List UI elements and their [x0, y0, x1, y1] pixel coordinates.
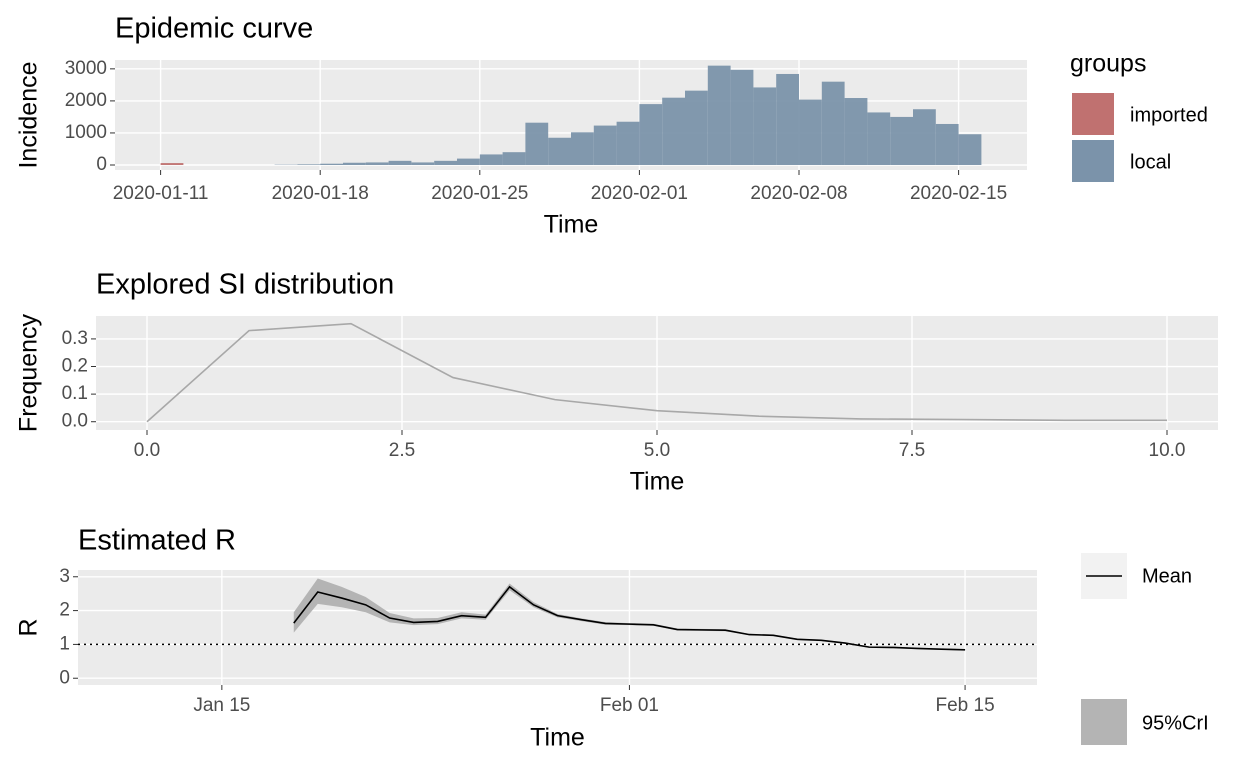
- y-tick-label: 0: [59, 667, 70, 688]
- legend-title: groups: [1070, 50, 1146, 78]
- bar: [958, 134, 982, 165]
- bar: [320, 163, 343, 165]
- x-tick-label: 0.0: [134, 440, 160, 461]
- y-axis-title: R: [15, 618, 43, 636]
- x-tick-label: Feb 15: [935, 695, 994, 716]
- bar: [935, 123, 959, 165]
- x-tick-label: Jan 15: [193, 695, 250, 716]
- chart-title: Estimated R: [78, 525, 236, 557]
- bar: [434, 160, 457, 165]
- x-tick-label: 2020-01-11: [113, 183, 209, 204]
- y-tick-label: 0.0: [62, 411, 88, 432]
- bar: [548, 137, 571, 165]
- line: [146, 322, 1167, 423]
- bar: [776, 73, 799, 165]
- y-tick-label: 0.1: [62, 383, 88, 404]
- y-axis-title: Incidence: [15, 61, 43, 168]
- bar: [297, 164, 321, 165]
- bar: [388, 160, 412, 165]
- x-tick-label: 2020-02-15: [910, 183, 1007, 204]
- bar: [821, 81, 845, 165]
- bar: [844, 98, 868, 165]
- legend-label: imported: [1130, 104, 1208, 126]
- bar: [890, 116, 913, 165]
- bar: [525, 122, 549, 165]
- y-tick-label: 0.3: [62, 328, 88, 349]
- bar: [753, 87, 777, 165]
- y-tick-label: 3000: [65, 58, 107, 79]
- x-tick-label: 2.5: [389, 440, 415, 461]
- bar: [639, 104, 663, 165]
- y-tick-label: 0: [96, 154, 107, 175]
- y-axis-title: Frequency: [15, 313, 43, 432]
- bar: [730, 69, 754, 165]
- x-tick-label: 2020-01-18: [272, 183, 369, 204]
- bar: [707, 65, 731, 165]
- x-tick-label: 2020-02-08: [750, 183, 847, 204]
- legend-label: 95%CrI: [1142, 712, 1209, 734]
- chart-title: Epidemic curve: [115, 13, 313, 45]
- legend-key: [1072, 140, 1114, 182]
- legend-label: Mean: [1142, 565, 1192, 587]
- x-tick-label: 2020-01-25: [431, 183, 528, 204]
- bar: [867, 112, 891, 165]
- bar: [799, 99, 822, 165]
- x-axis-title: Time: [544, 211, 599, 239]
- bar: [365, 162, 389, 165]
- chart-title: Explored SI distribution: [96, 269, 394, 301]
- bar: [343, 162, 366, 165]
- x-tick-label: 5.0: [644, 440, 670, 461]
- x-axis-title: Time: [530, 724, 585, 752]
- bar: [662, 97, 685, 165]
- bar: [685, 90, 708, 165]
- y-tick-label: 1000: [65, 122, 107, 143]
- bar: [502, 152, 526, 165]
- line: [293, 585, 966, 651]
- y-tick-label: 3: [59, 566, 70, 587]
- bar: [411, 162, 435, 165]
- x-axis-title: Time: [630, 468, 685, 496]
- y-tick-label: 0.2: [62, 356, 88, 377]
- y-tick-label: 2: [59, 600, 70, 621]
- legend-key: [1072, 93, 1114, 135]
- x-tick-label: 2020-02-01: [591, 183, 688, 204]
- bar: [457, 158, 480, 165]
- y-tick-label: 2000: [65, 90, 107, 111]
- y-tick-label: 1: [59, 633, 70, 654]
- bar: [479, 154, 503, 165]
- bar: [913, 109, 936, 165]
- legend-label: local: [1130, 151, 1171, 173]
- bar: [571, 132, 594, 165]
- x-tick-label: 7.5: [899, 440, 925, 461]
- bar: [593, 125, 617, 165]
- x-tick-label: 10.0: [1149, 440, 1186, 461]
- panel: [78, 570, 1037, 685]
- bar: [160, 163, 184, 165]
- bar: [616, 121, 640, 165]
- x-tick-label: Feb 01: [600, 695, 659, 716]
- legend-key: [1081, 699, 1127, 745]
